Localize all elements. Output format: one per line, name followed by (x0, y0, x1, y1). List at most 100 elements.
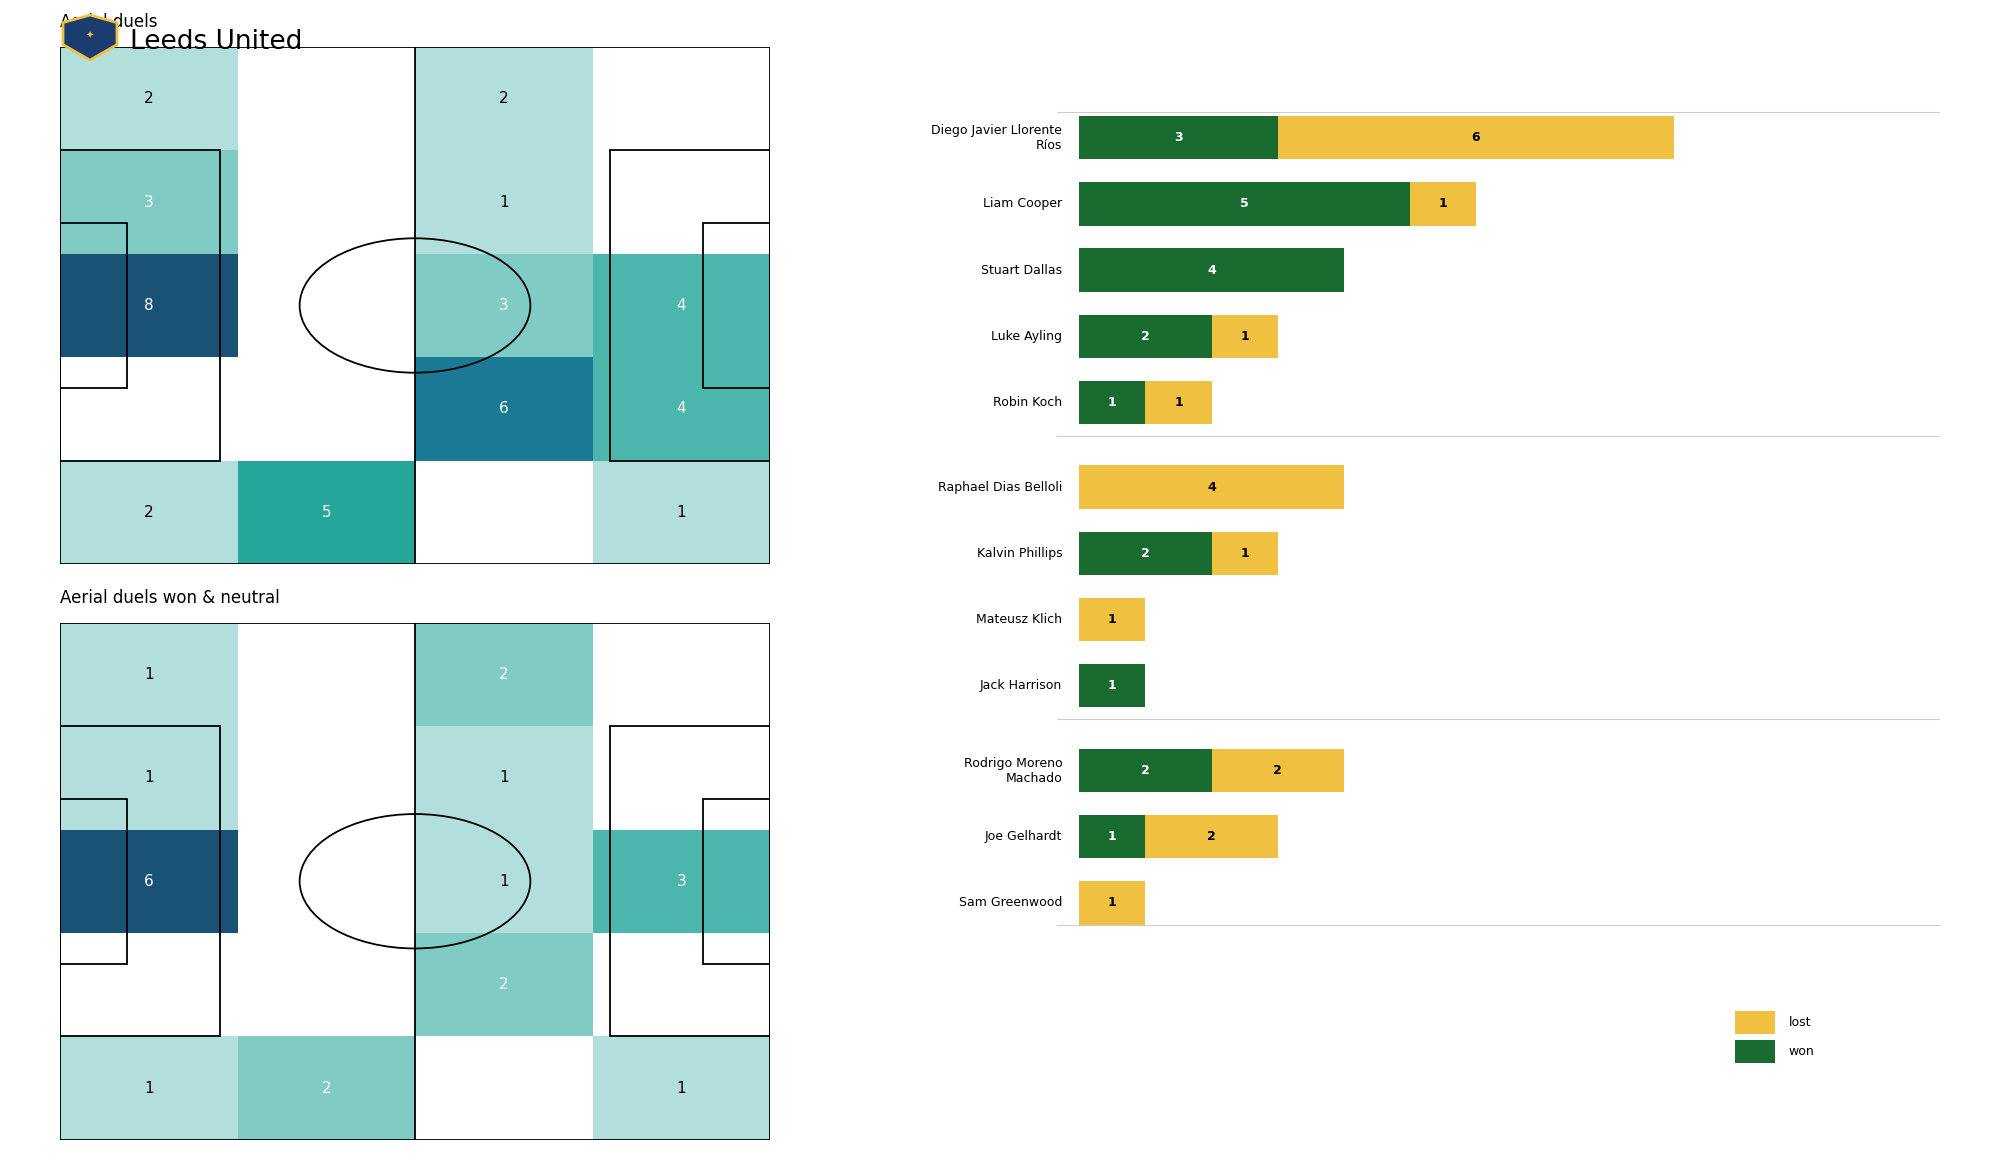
Bar (60, 726, 220, 1036)
Bar (1080, 465, 1344, 509)
Text: Rodrigo Moreno
Machado: Rodrigo Moreno Machado (964, 757, 1062, 785)
Bar (1080, 815, 1146, 859)
Text: Aerial duels won & neutral: Aerial duels won & neutral (60, 589, 280, 607)
Text: 1: 1 (1438, 197, 1448, 210)
Bar (592, 461, 770, 564)
Text: 1: 1 (1240, 330, 1248, 343)
Bar (1080, 248, 1344, 291)
Bar (60, 461, 238, 564)
Bar (702, 223, 770, 388)
Text: 1: 1 (1108, 679, 1116, 692)
Bar (416, 1036, 592, 1140)
Bar (1080, 881, 1146, 925)
Bar (60, 150, 220, 461)
Text: 6: 6 (144, 874, 154, 888)
Bar (60, 799, 128, 964)
Text: 1: 1 (498, 195, 508, 209)
Text: won: won (1788, 1046, 1814, 1059)
Text: 2: 2 (1208, 831, 1216, 844)
Bar (238, 726, 416, 830)
Bar (1080, 598, 1146, 642)
Bar (1734, 1040, 1774, 1063)
Bar (60, 1036, 238, 1140)
Text: 1: 1 (1108, 831, 1116, 844)
Bar (60, 47, 238, 150)
Text: 4: 4 (676, 298, 686, 313)
Text: 4: 4 (1208, 481, 1216, 494)
Bar (238, 1036, 416, 1140)
Text: 1: 1 (1108, 897, 1116, 909)
Text: 2: 2 (322, 1081, 332, 1095)
Bar (1212, 315, 1278, 358)
Text: 3: 3 (676, 874, 686, 888)
Text: 2: 2 (1142, 546, 1150, 559)
Bar (416, 461, 592, 564)
Text: 4: 4 (676, 402, 686, 416)
Bar (60, 254, 238, 357)
Bar (416, 726, 592, 830)
Bar (60, 623, 238, 726)
Bar (60, 933, 238, 1036)
Text: 1: 1 (1240, 546, 1248, 559)
Text: Joe Gelhardt: Joe Gelhardt (984, 831, 1062, 844)
Bar (592, 623, 770, 726)
Bar (1212, 748, 1344, 792)
Text: 1: 1 (498, 874, 508, 888)
Text: Mateusz Klich: Mateusz Klich (976, 613, 1062, 626)
Bar (238, 461, 416, 564)
Bar (1212, 531, 1278, 575)
Bar (1080, 116, 1278, 160)
Bar (1080, 381, 1146, 424)
Bar (1146, 381, 1212, 424)
Bar (60, 357, 238, 461)
Text: 1: 1 (676, 505, 686, 519)
Text: 2: 2 (1142, 764, 1150, 777)
Text: Sam Greenwood: Sam Greenwood (958, 897, 1062, 909)
Bar (416, 357, 592, 461)
Polygon shape (64, 15, 116, 60)
Bar (238, 357, 416, 461)
Text: 2: 2 (498, 667, 508, 682)
Bar (592, 254, 770, 357)
Text: Raphael Dias Belloli: Raphael Dias Belloli (938, 481, 1062, 494)
Bar (1080, 664, 1146, 707)
Bar (1080, 182, 1410, 226)
Text: 5: 5 (1240, 197, 1248, 210)
Bar (1080, 315, 1212, 358)
Text: Kalvin Phillips: Kalvin Phillips (976, 546, 1062, 559)
Text: 3: 3 (498, 298, 508, 313)
Text: Stuart Dallas: Stuart Dallas (982, 263, 1062, 276)
Text: Jack Harrison: Jack Harrison (980, 679, 1062, 692)
Text: 2: 2 (498, 92, 508, 106)
Bar (238, 150, 416, 254)
Text: 2: 2 (1142, 330, 1150, 343)
Bar (416, 47, 592, 150)
Bar (416, 933, 592, 1036)
Bar (416, 623, 592, 726)
Bar (702, 799, 770, 964)
Text: 6: 6 (498, 402, 508, 416)
Bar (60, 223, 128, 388)
Text: Leeds United: Leeds United (130, 29, 302, 55)
Bar (610, 726, 770, 1036)
Bar (60, 726, 238, 830)
Text: 1: 1 (1174, 396, 1182, 409)
Bar (592, 357, 770, 461)
Bar (592, 47, 770, 150)
Bar (238, 47, 416, 150)
Text: Aerial duels: Aerial duels (60, 13, 158, 32)
Text: Liam Cooper: Liam Cooper (984, 197, 1062, 210)
Text: ✦: ✦ (86, 31, 94, 40)
Text: 1: 1 (676, 1081, 686, 1095)
Bar (592, 1036, 770, 1140)
Bar (1080, 748, 1212, 792)
Bar (416, 150, 592, 254)
Text: lost: lost (1788, 1016, 1810, 1029)
Bar (238, 623, 416, 726)
Text: 2: 2 (498, 978, 508, 992)
Text: 1: 1 (144, 771, 154, 785)
Text: 1: 1 (144, 667, 154, 682)
Text: 6: 6 (1472, 132, 1480, 145)
Text: 3: 3 (144, 195, 154, 209)
Bar (592, 933, 770, 1036)
